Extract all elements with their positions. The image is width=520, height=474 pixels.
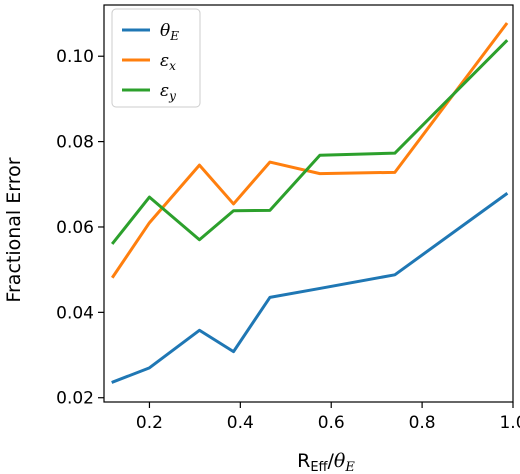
x-axis-label-r: R (297, 450, 310, 472)
series-lines (110, 22, 509, 384)
x-axis-label-theta-sub: E (344, 460, 355, 474)
y-tick-label: 0.08 (56, 133, 94, 153)
x-tick-label: 0.8 (409, 413, 436, 433)
y-tick-label: 0.10 (56, 47, 94, 67)
x-axis-label-theta: θ (334, 450, 346, 472)
x-tick-label: 1.0 (499, 413, 520, 433)
legend-box (111, 8, 201, 108)
axes-frame (103, 4, 514, 403)
legend-label-0: θE (160, 21, 179, 43)
x-tick-label: 0.4 (227, 413, 254, 433)
legend-label-2: εy (160, 81, 176, 103)
x-axis-label-slash: / (328, 450, 335, 472)
series-line-1 (111, 22, 509, 279)
x-axis-label-sub: Eff (310, 460, 328, 474)
y-tick-label: 0.02 (56, 389, 94, 409)
axes: 0.2 0.4 0.6 0.8 1.0 0.02 0.04 0.06 0.08 0.10 (56, 4, 520, 433)
x-tick-label: 0.2 (136, 413, 163, 433)
y-tick-label: 0.04 (56, 303, 94, 323)
x-axis-label: REff/θE (297, 450, 355, 474)
legend-label-1: εx (160, 51, 176, 73)
y-axis-label: Fractional Error (3, 157, 25, 302)
legend: θE εx εy (111, 8, 201, 108)
series-line-0 (111, 192, 509, 384)
series-line-2 (110, 39, 509, 245)
y-tick-label: 0.06 (56, 218, 94, 238)
x-tick-label: 0.6 (318, 413, 345, 433)
